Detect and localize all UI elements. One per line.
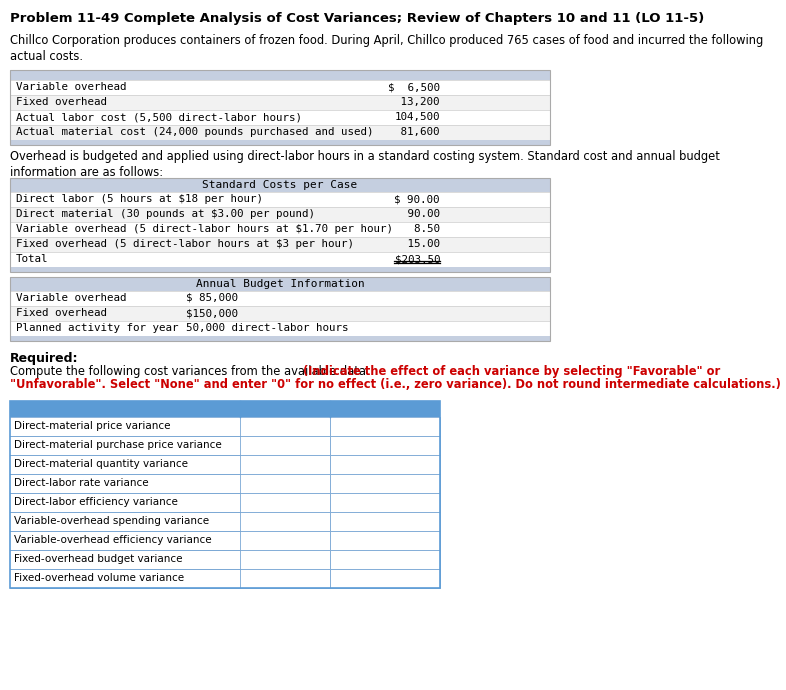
- Text: Direct material (30 pounds at $3.00 per pound): Direct material (30 pounds at $3.00 per …: [16, 209, 315, 219]
- Text: Variable overhead (5 direct-labor hours at $1.70 per hour): Variable overhead (5 direct-labor hours …: [16, 224, 393, 234]
- Bar: [10, 178, 550, 272]
- Bar: [10, 192, 550, 207]
- Bar: [10, 321, 550, 336]
- Text: Standard Costs per Case: Standard Costs per Case: [202, 180, 358, 190]
- Bar: [10, 474, 240, 493]
- Text: Compute the following cost variances from the available data.: Compute the following cost variances fro…: [10, 365, 373, 378]
- Bar: [240, 531, 330, 550]
- Bar: [330, 569, 440, 588]
- Bar: [10, 110, 550, 125]
- Bar: [10, 70, 550, 80]
- Bar: [240, 493, 330, 512]
- Bar: [330, 436, 440, 455]
- Bar: [10, 125, 550, 140]
- Bar: [10, 493, 240, 512]
- Bar: [330, 455, 440, 474]
- Text: "Unfavorable". Select "None" and enter "0" for no effect (i.e., zero variance). : "Unfavorable". Select "None" and enter "…: [10, 378, 780, 391]
- Text: $  6,500: $ 6,500: [388, 82, 440, 92]
- Bar: [330, 493, 440, 512]
- Text: $ 90.00: $ 90.00: [395, 194, 440, 204]
- Text: Annual Budget Information: Annual Budget Information: [196, 279, 365, 289]
- Text: $ 85,000: $ 85,000: [186, 293, 238, 303]
- Text: 13,200: 13,200: [395, 97, 440, 107]
- Text: Problem 11-49 Complete Analysis of Cost Variances; Review of Chapters 10 and 11 : Problem 11-49 Complete Analysis of Cost …: [10, 12, 704, 25]
- Text: 104,500: 104,500: [395, 112, 440, 122]
- Text: (Indicate the effect of each variance by selecting "Favorable" or: (Indicate the effect of each variance by…: [303, 365, 720, 378]
- Text: $150,000: $150,000: [186, 308, 238, 318]
- Bar: [10, 277, 550, 341]
- Text: 50,000 direct-labor hours: 50,000 direct-labor hours: [186, 323, 348, 333]
- Bar: [240, 569, 330, 588]
- Bar: [10, 336, 550, 341]
- Bar: [10, 306, 550, 321]
- Bar: [10, 80, 550, 95]
- Bar: [240, 455, 330, 474]
- Bar: [240, 550, 330, 569]
- Bar: [240, 436, 330, 455]
- Text: Actual labor cost (5,500 direct-labor hours): Actual labor cost (5,500 direct-labor ho…: [16, 112, 302, 122]
- Bar: [10, 95, 550, 110]
- Text: $203.50: $203.50: [395, 254, 440, 264]
- Text: Direct-material quantity variance: Direct-material quantity variance: [14, 459, 188, 469]
- Bar: [10, 277, 550, 291]
- Text: Direct-labor rate variance: Direct-labor rate variance: [14, 478, 149, 488]
- Bar: [10, 550, 240, 569]
- Text: 81,600: 81,600: [395, 127, 440, 137]
- Bar: [330, 417, 440, 436]
- Bar: [10, 70, 550, 145]
- Text: Variable overhead: Variable overhead: [16, 293, 127, 303]
- Bar: [240, 512, 330, 531]
- Text: Variable-overhead spending variance: Variable-overhead spending variance: [14, 516, 209, 526]
- Bar: [10, 140, 550, 145]
- Bar: [10, 401, 440, 417]
- Text: Variable overhead: Variable overhead: [16, 82, 127, 92]
- Bar: [330, 512, 440, 531]
- Bar: [10, 178, 550, 192]
- Text: Direct labor (5 hours at $18 per hour): Direct labor (5 hours at $18 per hour): [16, 194, 263, 204]
- Bar: [10, 512, 240, 531]
- Bar: [10, 267, 550, 272]
- Bar: [10, 237, 550, 252]
- Text: Fixed-overhead volume variance: Fixed-overhead volume variance: [14, 573, 184, 583]
- Bar: [330, 550, 440, 569]
- Text: Fixed overhead: Fixed overhead: [16, 97, 107, 107]
- Text: Planned activity for year: Planned activity for year: [16, 323, 178, 333]
- Bar: [10, 417, 240, 436]
- Bar: [10, 207, 550, 222]
- Bar: [10, 291, 550, 306]
- Bar: [10, 401, 440, 588]
- Bar: [10, 531, 240, 550]
- Text: Direct-labor efficiency variance: Direct-labor efficiency variance: [14, 497, 178, 507]
- Text: Direct-material purchase price variance: Direct-material purchase price variance: [14, 440, 222, 450]
- Bar: [10, 569, 240, 588]
- Text: 8.50: 8.50: [401, 224, 440, 234]
- Text: 15.00: 15.00: [401, 239, 440, 249]
- Text: Fixed overhead: Fixed overhead: [16, 308, 107, 318]
- Text: Variable-overhead efficiency variance: Variable-overhead efficiency variance: [14, 535, 211, 545]
- Text: Chillco Corporation produces containers of frozen food. During April, Chillco pr: Chillco Corporation produces containers …: [10, 34, 763, 63]
- Text: Overhead is budgeted and applied using direct-labor hours in a standard costing : Overhead is budgeted and applied using d…: [10, 150, 720, 179]
- Bar: [330, 531, 440, 550]
- Bar: [330, 474, 440, 493]
- Text: Direct-material price variance: Direct-material price variance: [14, 421, 171, 431]
- Text: Total: Total: [16, 254, 49, 264]
- Bar: [10, 222, 550, 237]
- Bar: [10, 455, 240, 474]
- Bar: [240, 417, 330, 436]
- Text: Actual material cost (24,000 pounds purchased and used): Actual material cost (24,000 pounds purc…: [16, 127, 373, 137]
- Bar: [240, 474, 330, 493]
- Text: Fixed-overhead budget variance: Fixed-overhead budget variance: [14, 554, 182, 564]
- Text: Required:: Required:: [10, 352, 79, 365]
- Bar: [10, 252, 550, 267]
- Bar: [10, 436, 240, 455]
- Text: 90.00: 90.00: [401, 209, 440, 219]
- Text: Fixed overhead (5 direct-labor hours at $3 per hour): Fixed overhead (5 direct-labor hours at …: [16, 239, 354, 249]
